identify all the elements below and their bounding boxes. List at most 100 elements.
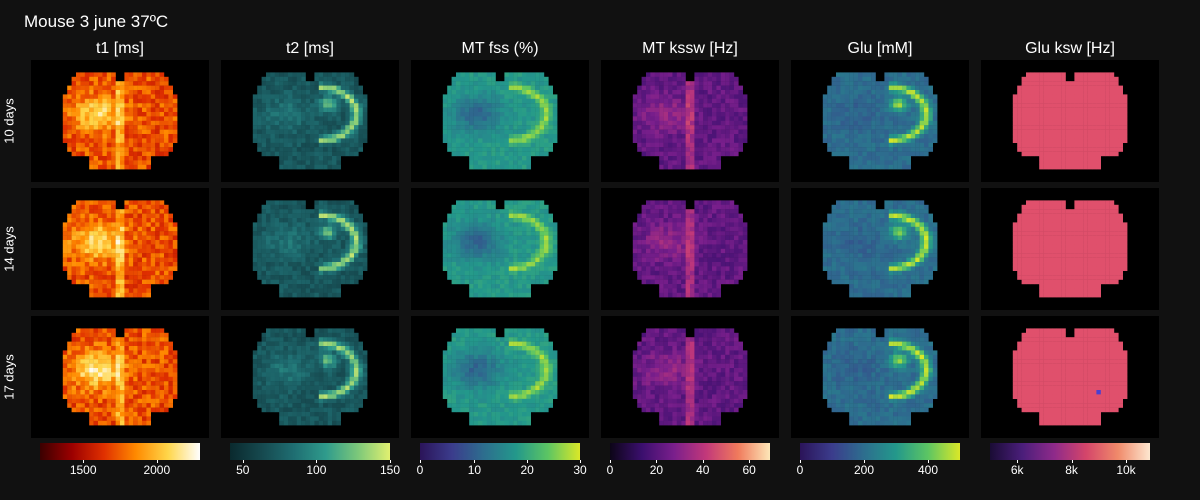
heatmap-cell: [526, 412, 531, 417]
heatmap-cell: [128, 218, 134, 223]
heatmap-cell: [270, 142, 275, 148]
heatmap-cell: [447, 103, 452, 108]
heatmap-cell: [115, 376, 121, 382]
heatmap-cell: [508, 376, 514, 382]
heatmap-cell: [544, 85, 549, 91]
heatmap-cell: [318, 120, 324, 126]
heatmap-cell: [491, 288, 496, 293]
heatmap-cell: [544, 204, 549, 210]
heatmap-cell: [517, 244, 523, 249]
heatmap-cell: [681, 129, 686, 135]
heatmap-cell: [146, 420, 151, 426]
heatmap-cell: [456, 248, 461, 254]
heatmap-cell: [133, 138, 138, 143]
heatmap-cell: [327, 403, 333, 408]
heatmap-cell: [106, 368, 112, 373]
heatmap-cell: [464, 226, 470, 232]
heatmap-cell: [146, 279, 151, 285]
heatmap-cell: [137, 332, 143, 338]
heatmap-cell: [111, 292, 116, 298]
heatmap-cell: [486, 116, 492, 121]
heatmap-cell: [508, 142, 514, 148]
heatmap-cell: [155, 147, 160, 152]
heatmap-cell: [447, 262, 452, 267]
heatmap-cell: [340, 235, 346, 241]
heatmap-cell: [168, 112, 173, 117]
heatmap-cell: [478, 363, 483, 369]
heatmap-cell: [504, 85, 509, 91]
heatmap-cell: [172, 253, 178, 258]
heatmap-cell: [491, 337, 496, 342]
heatmap-cell: [486, 270, 492, 276]
heatmap-cell: [120, 385, 125, 391]
heatmap-cell: [345, 257, 350, 263]
heatmap-cell: [155, 222, 160, 227]
heatmap-cell: [124, 160, 129, 165]
heatmap-cell: [742, 125, 748, 130]
heatmap-cell: [261, 381, 267, 386]
heatmap-cell: [530, 209, 536, 214]
heatmap-cell: [495, 262, 501, 267]
heatmap-cell: [155, 350, 160, 355]
heatmap-cell: [464, 103, 470, 108]
heatmap-cell: [142, 218, 147, 223]
heatmap-cell: [548, 350, 553, 355]
heatmap-cell: [288, 235, 293, 241]
heatmap-cell: [526, 72, 531, 77]
heatmap-cell: [486, 262, 492, 267]
heatmap-cell: [641, 116, 647, 121]
heatmap-cell: [442, 244, 448, 249]
heatmap-cell: [142, 354, 147, 360]
heatmap-cell: [513, 292, 518, 298]
heatmap-cell: [522, 341, 527, 347]
heatmap-cell: [305, 270, 311, 276]
heatmap-cell: [530, 81, 536, 86]
heatmap-cell: [283, 235, 289, 241]
heatmap-cell: [84, 112, 90, 117]
heatmap-cell: [80, 275, 85, 280]
heatmap-cell: [270, 90, 275, 95]
heatmap-cell: [508, 403, 514, 408]
heatmap-cell: [456, 240, 461, 245]
heatmap-cell: [349, 134, 355, 139]
heatmap-cell: [332, 120, 337, 126]
heatmap-cell: [473, 240, 479, 245]
heatmap-cell: [486, 341, 492, 347]
heatmap-cell: [124, 350, 129, 355]
heatmap-cell: [526, 112, 531, 117]
heatmap-cell: [349, 120, 355, 126]
heatmap-cell: [80, 81, 85, 86]
heatmap-cell: [491, 112, 496, 117]
heatmap-cell: [451, 103, 457, 108]
heatmap-cell: [283, 116, 289, 121]
heatmap-cell: [150, 363, 156, 369]
heatmap-cell: [111, 270, 116, 276]
heatmap-cell: [159, 346, 165, 351]
heatmap-cell: [314, 257, 319, 263]
heatmap-cell: [362, 350, 368, 355]
heatmap-cell: [283, 231, 289, 236]
heatmap-cell: [332, 354, 337, 360]
heatmap-cell: [473, 226, 479, 232]
heatmap-cell: [128, 85, 134, 91]
heatmap-cell: [451, 222, 457, 227]
heatmap-cell: [146, 354, 151, 360]
heatmap-cell: [296, 98, 302, 104]
heatmap-cell: [305, 235, 311, 241]
heatmap-cell: [115, 81, 121, 86]
heatmap-cell: [442, 266, 448, 271]
heatmap-cell: [508, 328, 514, 333]
heatmap-cell: [323, 81, 328, 86]
heatmap-cell: [62, 107, 68, 113]
heatmap-cell: [539, 341, 545, 347]
heatmap-cell: [539, 368, 545, 373]
heatmap-cell: [548, 94, 553, 99]
heatmap-cell: [336, 398, 341, 404]
heatmap-cell: [168, 253, 173, 258]
heatmap-cell: [142, 284, 147, 289]
heatmap-cell: [323, 416, 328, 421]
heatmap-cell: [654, 103, 660, 108]
heatmap-cell: [98, 275, 103, 280]
heatmap-cell: [464, 222, 470, 227]
heatmap-cell: [530, 275, 536, 280]
